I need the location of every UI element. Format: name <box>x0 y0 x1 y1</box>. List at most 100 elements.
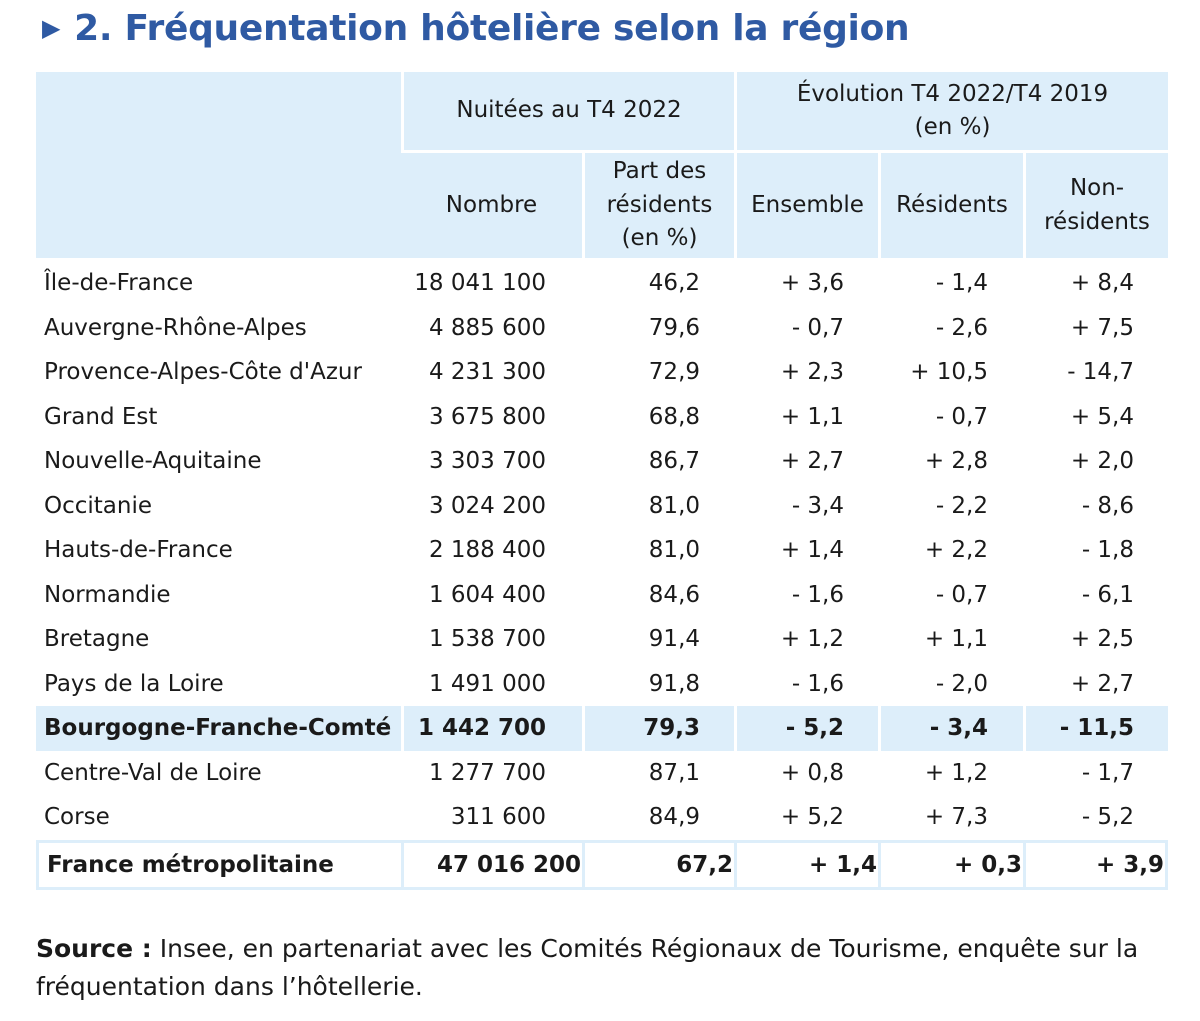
hotel-occupancy-table: Nuitées au T4 2022 Évolution T4 2022/T4 … <box>36 72 1169 890</box>
group-header-evolution: Évolution T4 2022/T4 2019 (en %) <box>734 72 1169 153</box>
residents-value: - 2,6 <box>935 314 989 341</box>
source-text: Insee, en partenariat avec les Comités R… <box>36 934 1139 1001</box>
region-name: Occitanie <box>44 492 153 519</box>
non-residents-value: - 14,7 <box>1067 359 1135 386</box>
ensemble-value: + 2,7 <box>780 448 845 475</box>
table-row: Hauts-de-France 2 188 400 81,0 + 1,4 + 2… <box>36 528 1168 573</box>
table-row: Bretagne 1 538 700 91,4 + 1,2 + 1,1 + 2,… <box>36 617 1168 662</box>
total-nombre-value: 47 016 200 <box>401 839 582 890</box>
nombre-value: 4 885 600 <box>428 314 546 341</box>
table-body: Île-de-France 18 041 100 46,2 + 3,6 - 1,… <box>36 261 1169 840</box>
part-residents-value: 91,8 <box>648 670 701 697</box>
part-residents-value: 72,9 <box>648 359 701 386</box>
ensemble-value: - 5,2 <box>734 706 879 751</box>
region-name: Centre-Val de Loire <box>44 759 262 786</box>
total-residents-value: + 0,3 <box>878 839 1024 890</box>
ensemble-value: + 1,4 <box>780 537 845 564</box>
source-note: Source : Insee, en partenariat avec les … <box>36 930 1166 1006</box>
table-row: Île-de-France 18 041 100 46,2 + 3,6 - 1,… <box>36 261 1168 306</box>
triangle-marker-icon: ▶ <box>42 14 61 42</box>
region-name: Provence-Alpes-Côte d'Azur <box>44 359 362 386</box>
table-row: Centre-Val de Loire 1 277 700 87,1 + 0,8… <box>36 751 1168 796</box>
column-header-ensemble: Ensemble <box>734 153 879 261</box>
residents-value: - 2,2 <box>935 492 989 519</box>
nombre-value: 311 600 <box>450 804 546 831</box>
table-row-highlighted: Bourgogne-Franche-Comté 1 442 700 79,3 -… <box>36 706 1169 751</box>
column-header-part-residents: Part des résidents (en %) <box>582 153 735 261</box>
total-ensemble-value: + 1,4 <box>734 839 879 890</box>
nombre-value: 18 041 100 <box>414 270 546 297</box>
column-header-nombre: Nombre <box>401 153 582 261</box>
nombre-value: 1 491 000 <box>428 670 546 697</box>
region-name: Normandie <box>44 581 171 608</box>
residents-value: + 2,2 <box>924 537 989 564</box>
non-residents-value: + 2,0 <box>1070 448 1135 475</box>
total-non-residents-value: + 3,9 <box>1023 839 1169 890</box>
non-residents-value: - 11,5 <box>1023 706 1169 751</box>
residents-value: - 1,4 <box>935 270 989 297</box>
ensemble-value: + 0,8 <box>780 759 845 786</box>
ensemble-value: - 1,6 <box>791 581 845 608</box>
nombre-value: 3 024 200 <box>428 492 546 519</box>
page-title-text: 2. Fréquentation hôtelière selon la régi… <box>74 7 910 49</box>
region-name: Bourgogne-Franche-Comté <box>36 706 401 751</box>
region-name: Île-de-France <box>44 270 194 297</box>
region-name: Nouvelle-Aquitaine <box>44 448 262 475</box>
ensemble-value: + 5,2 <box>780 804 845 831</box>
region-name: Grand Est <box>44 403 158 430</box>
ensemble-value: + 1,2 <box>780 626 845 653</box>
column-header-residents: Résidents <box>878 153 1024 261</box>
table-row: Provence-Alpes-Côte d'Azur 4 231 300 72,… <box>36 350 1168 395</box>
non-residents-value: + 8,4 <box>1070 270 1135 297</box>
part-residents-value: 84,6 <box>648 581 701 608</box>
part-residents-value: 84,9 <box>648 804 701 831</box>
region-name: Corse <box>44 804 110 831</box>
residents-value: - 3,4 <box>878 706 1024 751</box>
table-header: Nuitées au T4 2022 Évolution T4 2022/T4 … <box>36 72 1169 261</box>
residents-value: + 2,8 <box>924 448 989 475</box>
column-header-non-residents: Non- résidents <box>1023 153 1169 261</box>
region-name: Hauts-de-France <box>44 537 233 564</box>
nombre-value: 4 231 300 <box>428 359 546 386</box>
ensemble-value: + 1,1 <box>780 403 845 430</box>
table-total: France métropolitaine 47 016 200 67,2 + … <box>36 839 1169 890</box>
part-residents-value: 81,0 <box>648 537 701 564</box>
region-name: Pays de la Loire <box>44 670 224 697</box>
part-residents-value: 79,6 <box>648 314 701 341</box>
ensemble-value: - 3,4 <box>791 492 845 519</box>
nombre-value: 2 188 400 <box>428 537 546 564</box>
table-row: Pays de la Loire 1 491 000 91,8 - 1,6 - … <box>36 662 1168 707</box>
non-residents-value: - 1,7 <box>1081 759 1135 786</box>
total-row: France métropolitaine 47 016 200 67,2 + … <box>36 839 1169 890</box>
non-residents-value: + 2,7 <box>1070 670 1135 697</box>
non-residents-value: - 1,8 <box>1081 537 1135 564</box>
nombre-value: 1 604 400 <box>428 581 546 608</box>
table-row: Grand Est 3 675 800 68,8 + 1,1 - 0,7 + 5… <box>36 395 1168 440</box>
residents-value: - 0,7 <box>935 581 989 608</box>
ensemble-value: + 3,6 <box>780 270 845 297</box>
table-row: Auvergne-Rhône-Alpes 4 885 600 79,6 - 0,… <box>36 306 1168 351</box>
non-residents-value: - 5,2 <box>1081 804 1135 831</box>
non-residents-value: + 2,5 <box>1070 626 1135 653</box>
table-row: Normandie 1 604 400 84,6 - 1,6 - 0,7 - 6… <box>36 573 1168 618</box>
residents-value: + 10,5 <box>910 359 989 386</box>
part-residents-value: 86,7 <box>648 448 701 475</box>
residents-value: - 0,7 <box>935 403 989 430</box>
residents-value: + 1,2 <box>924 759 989 786</box>
part-residents-value: 46,2 <box>648 270 701 297</box>
part-residents-value: 91,4 <box>648 626 701 653</box>
total-part-residents-value: 67,2 <box>582 839 735 890</box>
part-residents-value: 68,8 <box>648 403 701 430</box>
source-label: Source : <box>36 934 152 963</box>
page-title: ▶ 2. Fréquentation hôtelière selon la ré… <box>42 2 910 54</box>
nombre-value: 1 277 700 <box>428 759 546 786</box>
ensemble-value: - 0,7 <box>791 314 845 341</box>
residents-value: - 2,0 <box>935 670 989 697</box>
nombre-value: 3 675 800 <box>428 403 546 430</box>
non-residents-value: - 6,1 <box>1081 581 1135 608</box>
table-row: Nouvelle-Aquitaine 3 303 700 86,7 + 2,7 … <box>36 439 1168 484</box>
non-residents-value: + 5,4 <box>1070 403 1135 430</box>
ensemble-value: - 1,6 <box>791 670 845 697</box>
residents-value: + 1,1 <box>924 626 989 653</box>
nombre-value: 1 442 700 <box>401 706 582 751</box>
